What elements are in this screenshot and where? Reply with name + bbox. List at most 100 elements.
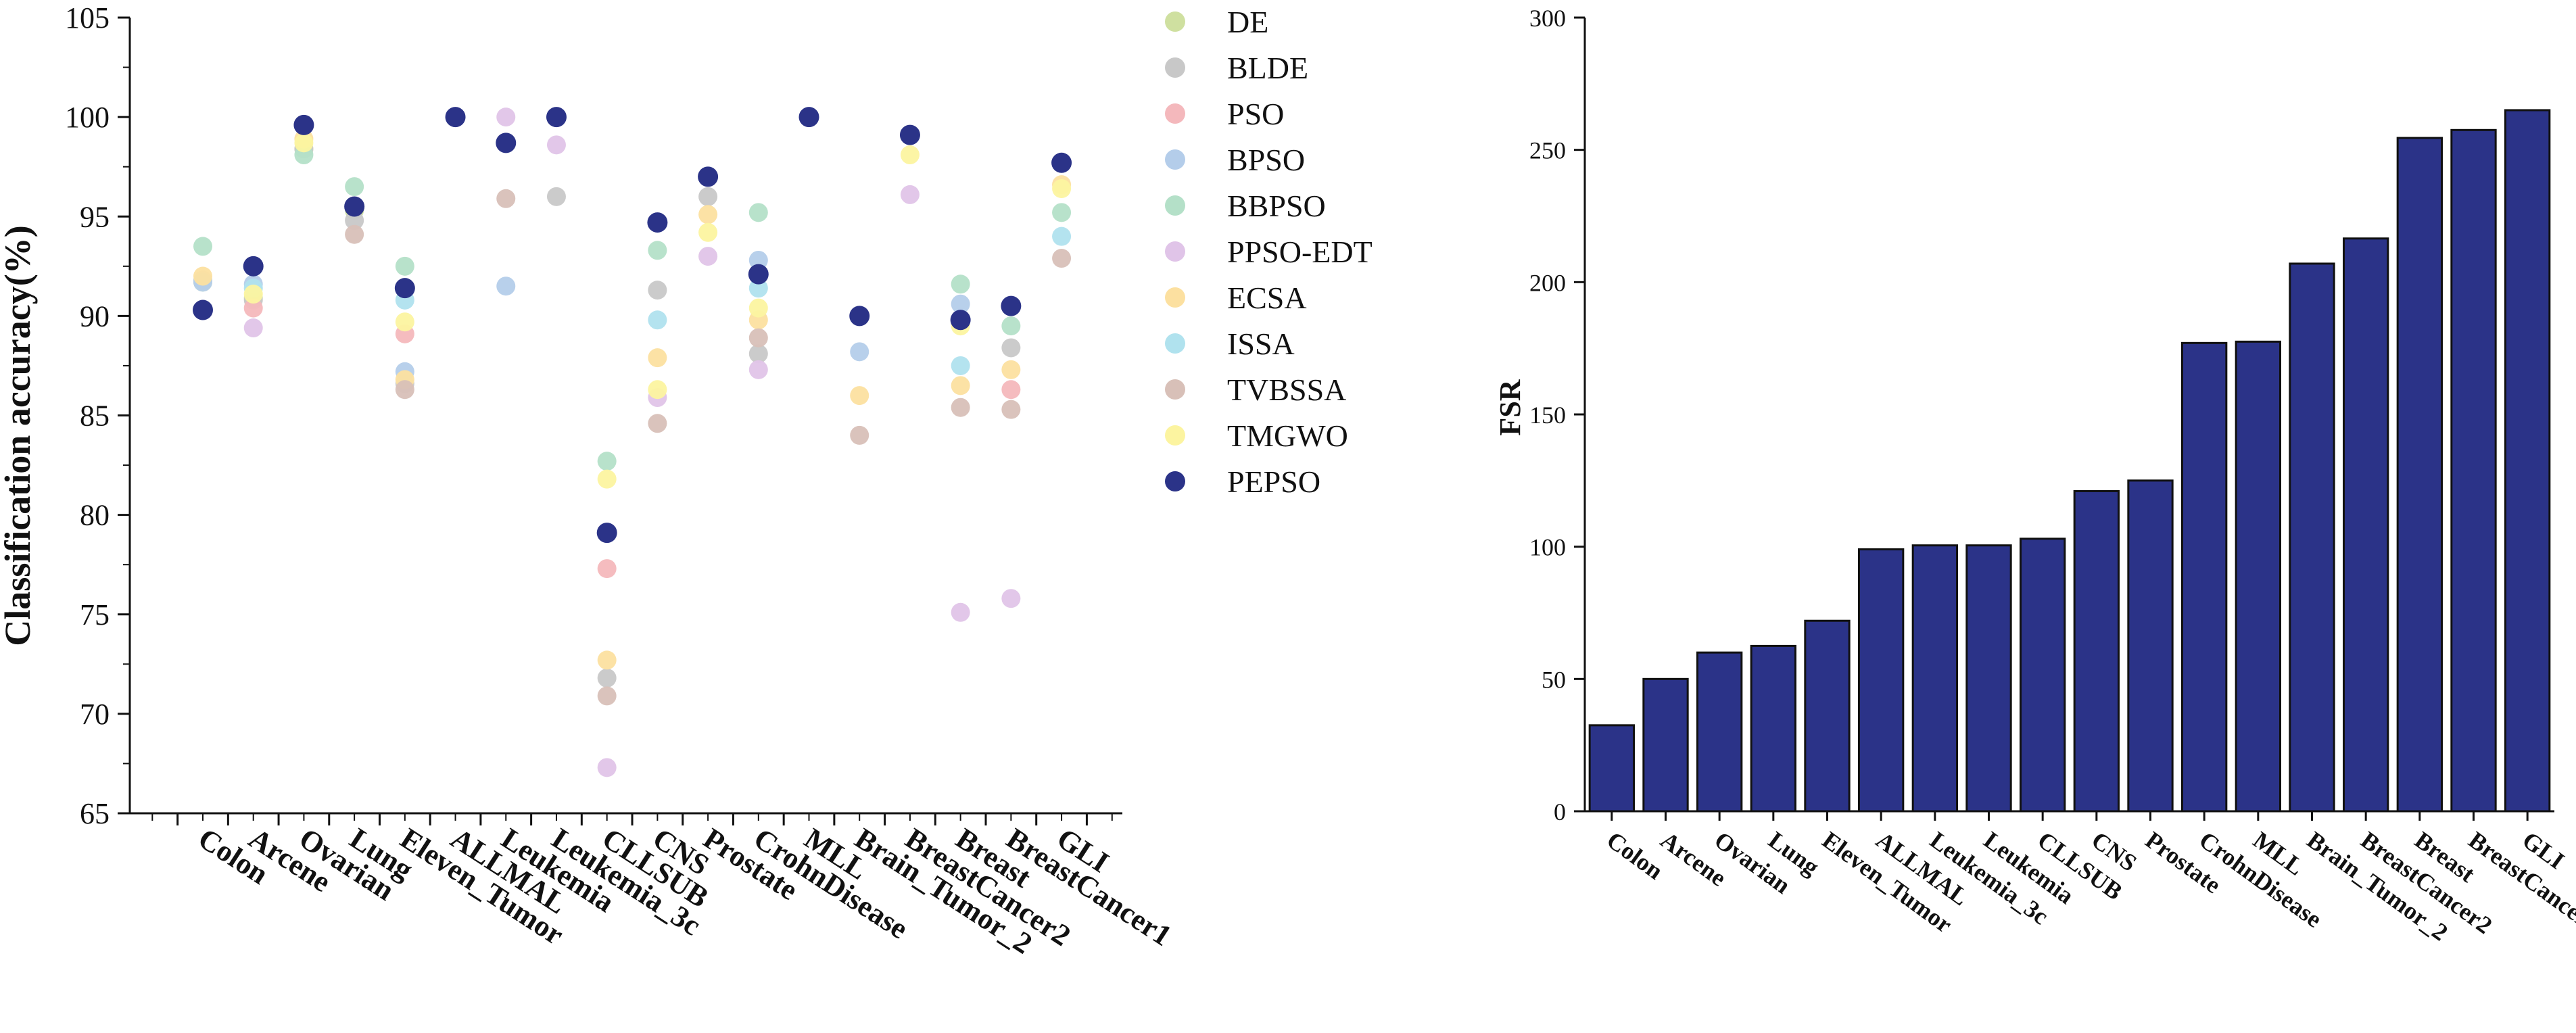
data-point-pepso (394, 278, 415, 299)
data-point-pepso (950, 310, 971, 331)
data-point-tmgwo (1052, 179, 1072, 199)
data-point-ppso-edt (546, 135, 566, 155)
data-point-bbpso (748, 203, 768, 222)
legend-label: BLDE (1227, 51, 1308, 85)
x-category-label: Colon (1602, 826, 1668, 884)
data-point-bpso (496, 277, 516, 296)
data-point-tvbssa (395, 380, 414, 400)
y-tick-label: 50 (1542, 666, 1566, 693)
data-point-blde (698, 187, 718, 206)
legend-label: BBPSO (1227, 189, 1326, 223)
data-point-pepso (193, 299, 213, 320)
bar (2343, 237, 2389, 813)
data-point-bbpso (345, 177, 364, 197)
legend-label: PEPSO (1227, 464, 1320, 499)
data-point-ecsa (1001, 360, 1021, 379)
data-point-bbpso (951, 274, 970, 294)
y-tick-label: 100 (65, 101, 110, 134)
data-point-ecsa (597, 650, 617, 670)
y-tick-label: 80 (80, 499, 110, 532)
data-point-pepso (445, 107, 466, 128)
data-point-tmgwo (294, 133, 314, 153)
bar (2181, 341, 2228, 813)
legend-label: DE (1227, 5, 1268, 39)
bar (1858, 548, 1905, 813)
data-point-tvbssa (597, 686, 617, 706)
legend-marker (1165, 11, 1185, 32)
data-point-pepso (1001, 295, 1022, 316)
legend-marker (1165, 287, 1185, 308)
bar (1642, 677, 1689, 813)
data-point-ppso-edt (1001, 589, 1021, 608)
data-point-tmgwo (748, 298, 768, 318)
data-point-tvbssa (850, 425, 869, 445)
bar (2235, 340, 2281, 813)
data-point-ecsa (951, 376, 970, 395)
data-point-bpso (850, 342, 869, 362)
data-point-pso (1001, 380, 1021, 400)
data-point-bbpso (1001, 316, 1021, 336)
data-point-bbpso (193, 237, 212, 256)
bar (1965, 544, 2012, 813)
data-point-ppso-edt (496, 107, 516, 127)
legend-marker (1165, 425, 1185, 446)
data-point-ecsa (850, 386, 869, 406)
data-point-bbpso (1052, 203, 1072, 222)
data-point-tvbssa (1001, 400, 1021, 419)
data-point-bpso (951, 294, 970, 314)
data-point-tmgwo (243, 285, 263, 304)
data-point-pepso (748, 264, 769, 285)
y-axis-title: Classification accuracy(%) (0, 225, 38, 646)
bar (2020, 537, 2066, 813)
y-tick-label: 200 (1529, 269, 1566, 296)
data-point-tmgwo (648, 380, 667, 400)
legend-marker (1165, 241, 1185, 262)
data-point-tvbssa (1052, 249, 1072, 268)
y-tick-label: 300 (1529, 5, 1566, 32)
data-point-issa (951, 356, 970, 375)
data-point-tvbssa (951, 398, 970, 417)
data-point-blde (345, 211, 364, 231)
data-point-tmgwo (698, 222, 718, 242)
data-point-blde (748, 344, 768, 364)
data-point-pepso (698, 166, 719, 187)
bar (2504, 109, 2551, 813)
data-point-pepso (496, 133, 517, 153)
y-tick-label: 85 (80, 400, 110, 433)
y-tick-label: 70 (80, 698, 110, 731)
bar (1750, 644, 1796, 813)
data-point-issa (1052, 226, 1072, 246)
data-point-tmgwo (900, 145, 920, 165)
data-point-bbpso (648, 241, 667, 260)
data-point-tvbssa (748, 328, 768, 347)
y-tick-label: 105 (65, 1, 110, 34)
data-point-pso (243, 298, 263, 318)
data-point-pepso (344, 196, 365, 217)
legend-marker (1165, 195, 1185, 216)
bar (2289, 262, 2335, 813)
data-point-tvbssa (496, 189, 516, 208)
data-point-blde (597, 668, 617, 688)
legend-marker (1165, 57, 1185, 78)
y-tick-label: 150 (1529, 402, 1566, 429)
y-tick-label: 95 (80, 200, 110, 233)
data-point-pepso (647, 212, 668, 233)
data-point-blde (546, 187, 566, 206)
data-point-pepso (798, 107, 819, 128)
data-point-issa (648, 310, 667, 330)
legend-label: ISSA (1227, 327, 1295, 361)
data-point-ppso-edt (597, 758, 617, 777)
data-point-bbpso (597, 452, 617, 471)
data-point-ppso-edt (900, 185, 920, 204)
legend-label: TMGWO (1227, 418, 1348, 453)
data-point-pepso (243, 256, 264, 277)
data-point-pso (597, 559, 617, 579)
data-point-bpso (748, 250, 768, 270)
bar (2450, 128, 2497, 813)
legend-label: ECSA (1227, 281, 1307, 315)
y-tick-label: 250 (1529, 137, 1566, 164)
data-point-pepso (899, 124, 920, 145)
fsr-bar-chart: 050100150200250300ColonArceneOvarianLung… (1494, 5, 2576, 946)
data-point-ppso-edt (748, 360, 768, 379)
